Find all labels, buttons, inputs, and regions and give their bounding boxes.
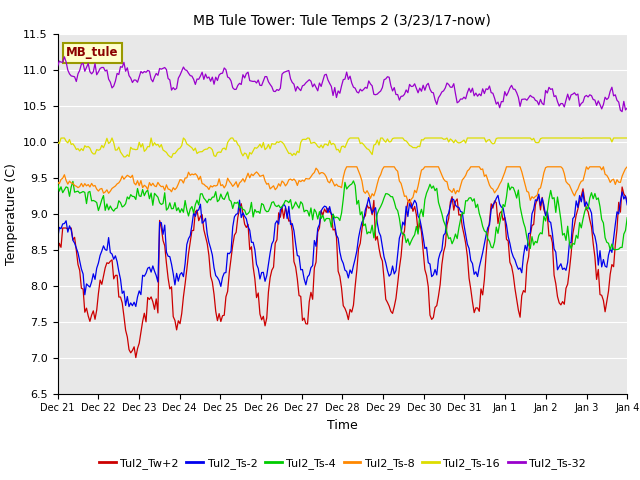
X-axis label: Time: Time	[327, 419, 358, 432]
Text: MB_tule: MB_tule	[66, 46, 118, 59]
Legend: Tul2_Tw+2, Tul2_Ts-2, Tul2_Ts-4, Tul2_Ts-8, Tul2_Ts-16, Tul2_Ts-32: Tul2_Tw+2, Tul2_Ts-2, Tul2_Ts-4, Tul2_Ts…	[95, 453, 590, 473]
Y-axis label: Temperature (C): Temperature (C)	[4, 163, 18, 264]
Title: MB Tule Tower: Tule Temps 2 (3/23/17-now): MB Tule Tower: Tule Temps 2 (3/23/17-now…	[193, 14, 492, 28]
